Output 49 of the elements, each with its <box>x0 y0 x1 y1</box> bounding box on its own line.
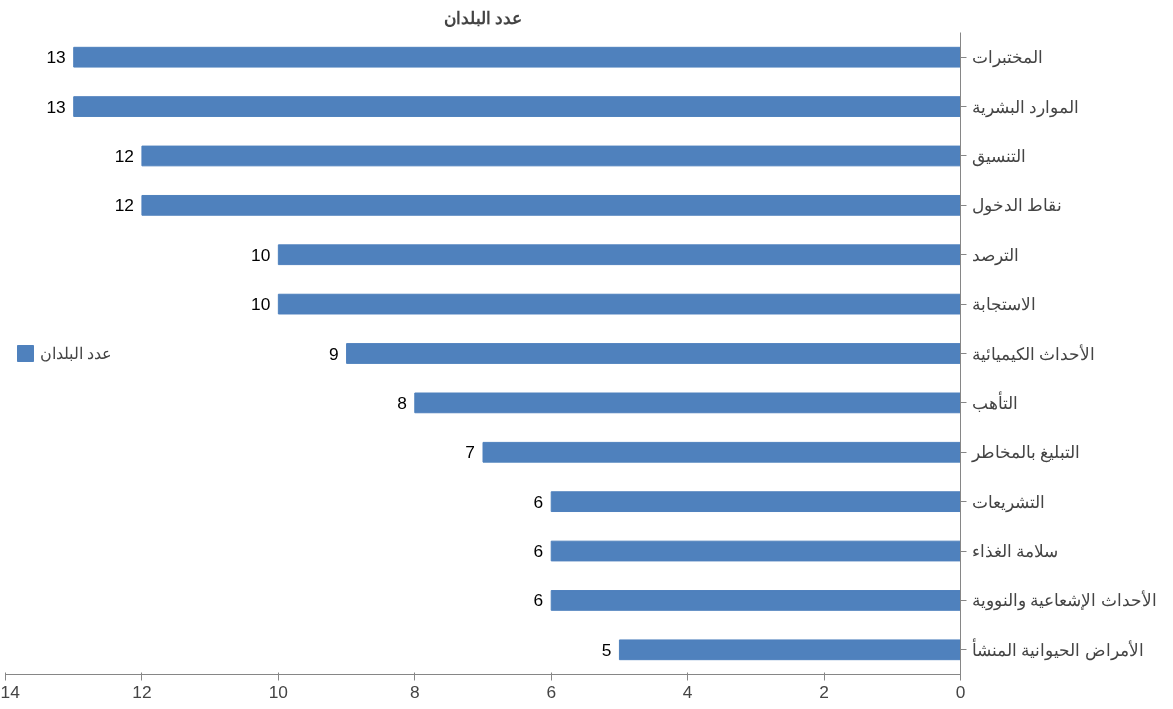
bar <box>277 293 961 315</box>
y-tick-label: الموارد البشرية <box>971 96 1080 118</box>
x-tick-label: 8 <box>409 681 420 702</box>
y-tick-label: المختبرات <box>971 47 1043 69</box>
bar <box>73 96 961 117</box>
data-label: 13 <box>46 96 66 117</box>
bar <box>482 441 961 463</box>
data-label: 13 <box>46 47 66 68</box>
y-tick-label: الأمراض الحيوانية المنشأ <box>971 637 1145 661</box>
y-tick-label: سلامة الغذاء <box>971 541 1059 562</box>
bar <box>277 244 961 266</box>
y-tick-label: التشريعات <box>971 491 1045 513</box>
data-label: 12 <box>114 195 134 216</box>
y-tick-label: الترصد <box>971 244 1019 266</box>
bar <box>550 491 961 513</box>
data-label: 9 <box>328 343 339 364</box>
bar <box>414 392 961 414</box>
y-tick-label: التأهب <box>971 390 1018 413</box>
x-tick-label: 10 <box>268 681 288 702</box>
data-label: 6 <box>533 541 544 562</box>
legend-label: عدد البلدان <box>40 343 113 363</box>
data-label: 6 <box>533 491 544 512</box>
bar <box>346 343 961 364</box>
chart-title: عدد البلدان <box>443 7 523 28</box>
data-label: 5 <box>601 639 612 660</box>
y-tick-label: نقاط الدخول <box>971 195 1063 217</box>
data-label: 12 <box>114 145 134 166</box>
y-tick-label: التبليغ بالمخاطر <box>970 442 1081 464</box>
data-label: 10 <box>251 244 271 265</box>
y-tick-label: التنسيق <box>971 145 1026 167</box>
bar <box>550 540 961 562</box>
x-tick-label: 14 <box>0 681 21 702</box>
data-label: 7 <box>465 442 475 463</box>
data-label: 10 <box>251 294 271 315</box>
bar <box>141 194 961 216</box>
bar <box>618 639 961 661</box>
y-tick-label: الأحداث الإشعاعية والنووية <box>971 590 1158 612</box>
y-tick-label: الاستجابة <box>971 294 1036 315</box>
data-label: 6 <box>533 590 544 611</box>
x-tick-label: 6 <box>546 681 557 702</box>
x-tick-label: 2 <box>819 681 829 702</box>
bar <box>73 46 961 68</box>
x-tick-label: 4 <box>682 681 693 702</box>
x-tick-label: 12 <box>132 681 152 702</box>
data-label: 8 <box>397 392 407 413</box>
bar <box>550 590 961 611</box>
x-tick-label: 0 <box>955 681 966 702</box>
bar <box>141 145 961 167</box>
y-tick-label: الأحداث الكيميائية <box>971 343 1096 364</box>
